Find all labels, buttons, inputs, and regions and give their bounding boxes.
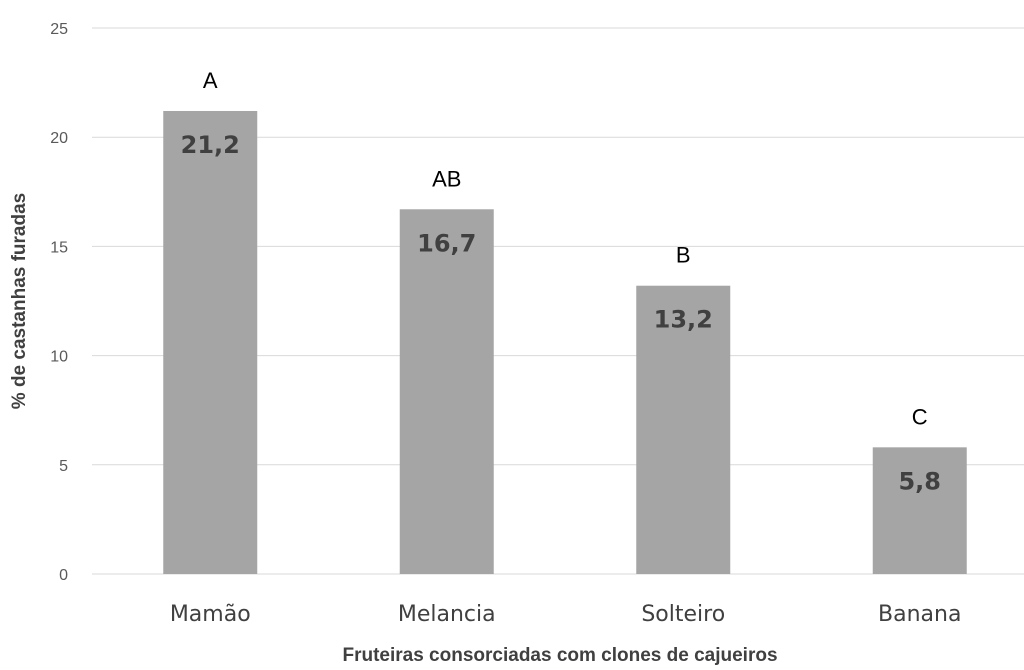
x-axis-categories: Mamão Melancia Solteiro Banana — [170, 602, 962, 627]
y-tick-label: 15 — [50, 239, 68, 256]
x-tick-label: Melancia — [398, 602, 496, 627]
y-tick-label: 10 — [50, 349, 68, 366]
x-tick-label: Solteiro — [641, 602, 725, 627]
bar — [163, 110, 258, 574]
data-label: 13,2 — [654, 306, 713, 334]
bar — [872, 447, 967, 574]
y-axis-title: % de castanhas furadas — [9, 193, 30, 409]
significance-letter: B — [676, 243, 691, 268]
significance-letter: C — [912, 404, 928, 429]
y-tick-label: 20 — [50, 130, 68, 147]
bars: 21,2 A 16,7 AB 13,2 B 5,8 C — [163, 68, 967, 574]
data-label: 5,8 — [898, 467, 941, 495]
significance-letter: AB — [432, 166, 461, 191]
y-axis-ticks: 0 5 10 15 20 25 — [50, 21, 68, 584]
data-label: 16,7 — [417, 229, 476, 257]
bar — [399, 209, 494, 574]
x-axis-title: Fruteiras consorciadas com clones de caj… — [342, 645, 777, 666]
significance-letter: A — [203, 68, 218, 93]
y-tick-label: 0 — [59, 567, 68, 584]
bar — [636, 285, 731, 574]
y-tick-label: 25 — [50, 21, 68, 38]
x-tick-label: Banana — [878, 602, 961, 627]
y-tick-label: 5 — [59, 458, 68, 475]
data-label: 21,2 — [181, 131, 240, 159]
x-tick-label: Mamão — [170, 602, 251, 627]
